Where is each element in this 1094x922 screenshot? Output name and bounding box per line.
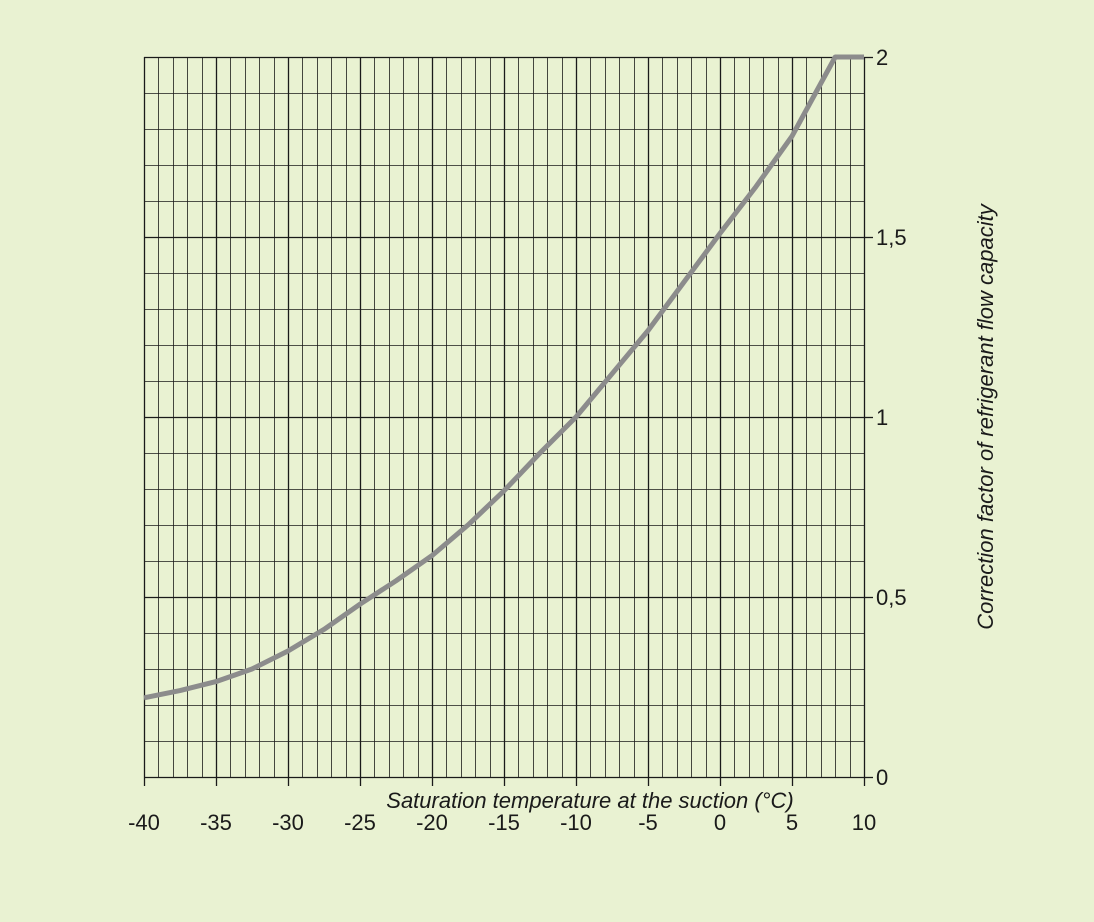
y-tick-label: 2 [876,45,888,70]
x-tick-label: -35 [200,810,232,835]
y-tick-label: 0,5 [876,585,907,610]
x-tick-label: -5 [638,810,658,835]
x-tick-label: 5 [786,810,798,835]
major-grid [143,56,866,779]
x-axis-ticks: -40 -35 -30 -25 -20 -15 -10 -5 0 5 10 [128,777,876,835]
x-tick-label: -40 [128,810,160,835]
y-axis-title: Correction factor of refrigerant flow ca… [973,202,998,630]
y-tick-label: 1 [876,405,888,430]
series-layer [143,54,864,701]
y-tick-label: 0 [876,765,888,790]
x-tick-label: 0 [714,810,726,835]
x-tick-label: 10 [852,810,876,835]
x-tick-label: -15 [488,810,520,835]
x-tick-label: -30 [272,810,304,835]
series-line [143,54,864,701]
y-axis-ticks: 0 0,5 1 1,5 2 [864,45,907,790]
x-axis-title: Saturation temperature at the suction (°… [386,788,793,813]
x-tick-label: -20 [416,810,448,835]
x-tick-label: -25 [344,810,376,835]
y-tick-label: 1,5 [876,225,907,250]
x-tick-label: -10 [560,810,592,835]
